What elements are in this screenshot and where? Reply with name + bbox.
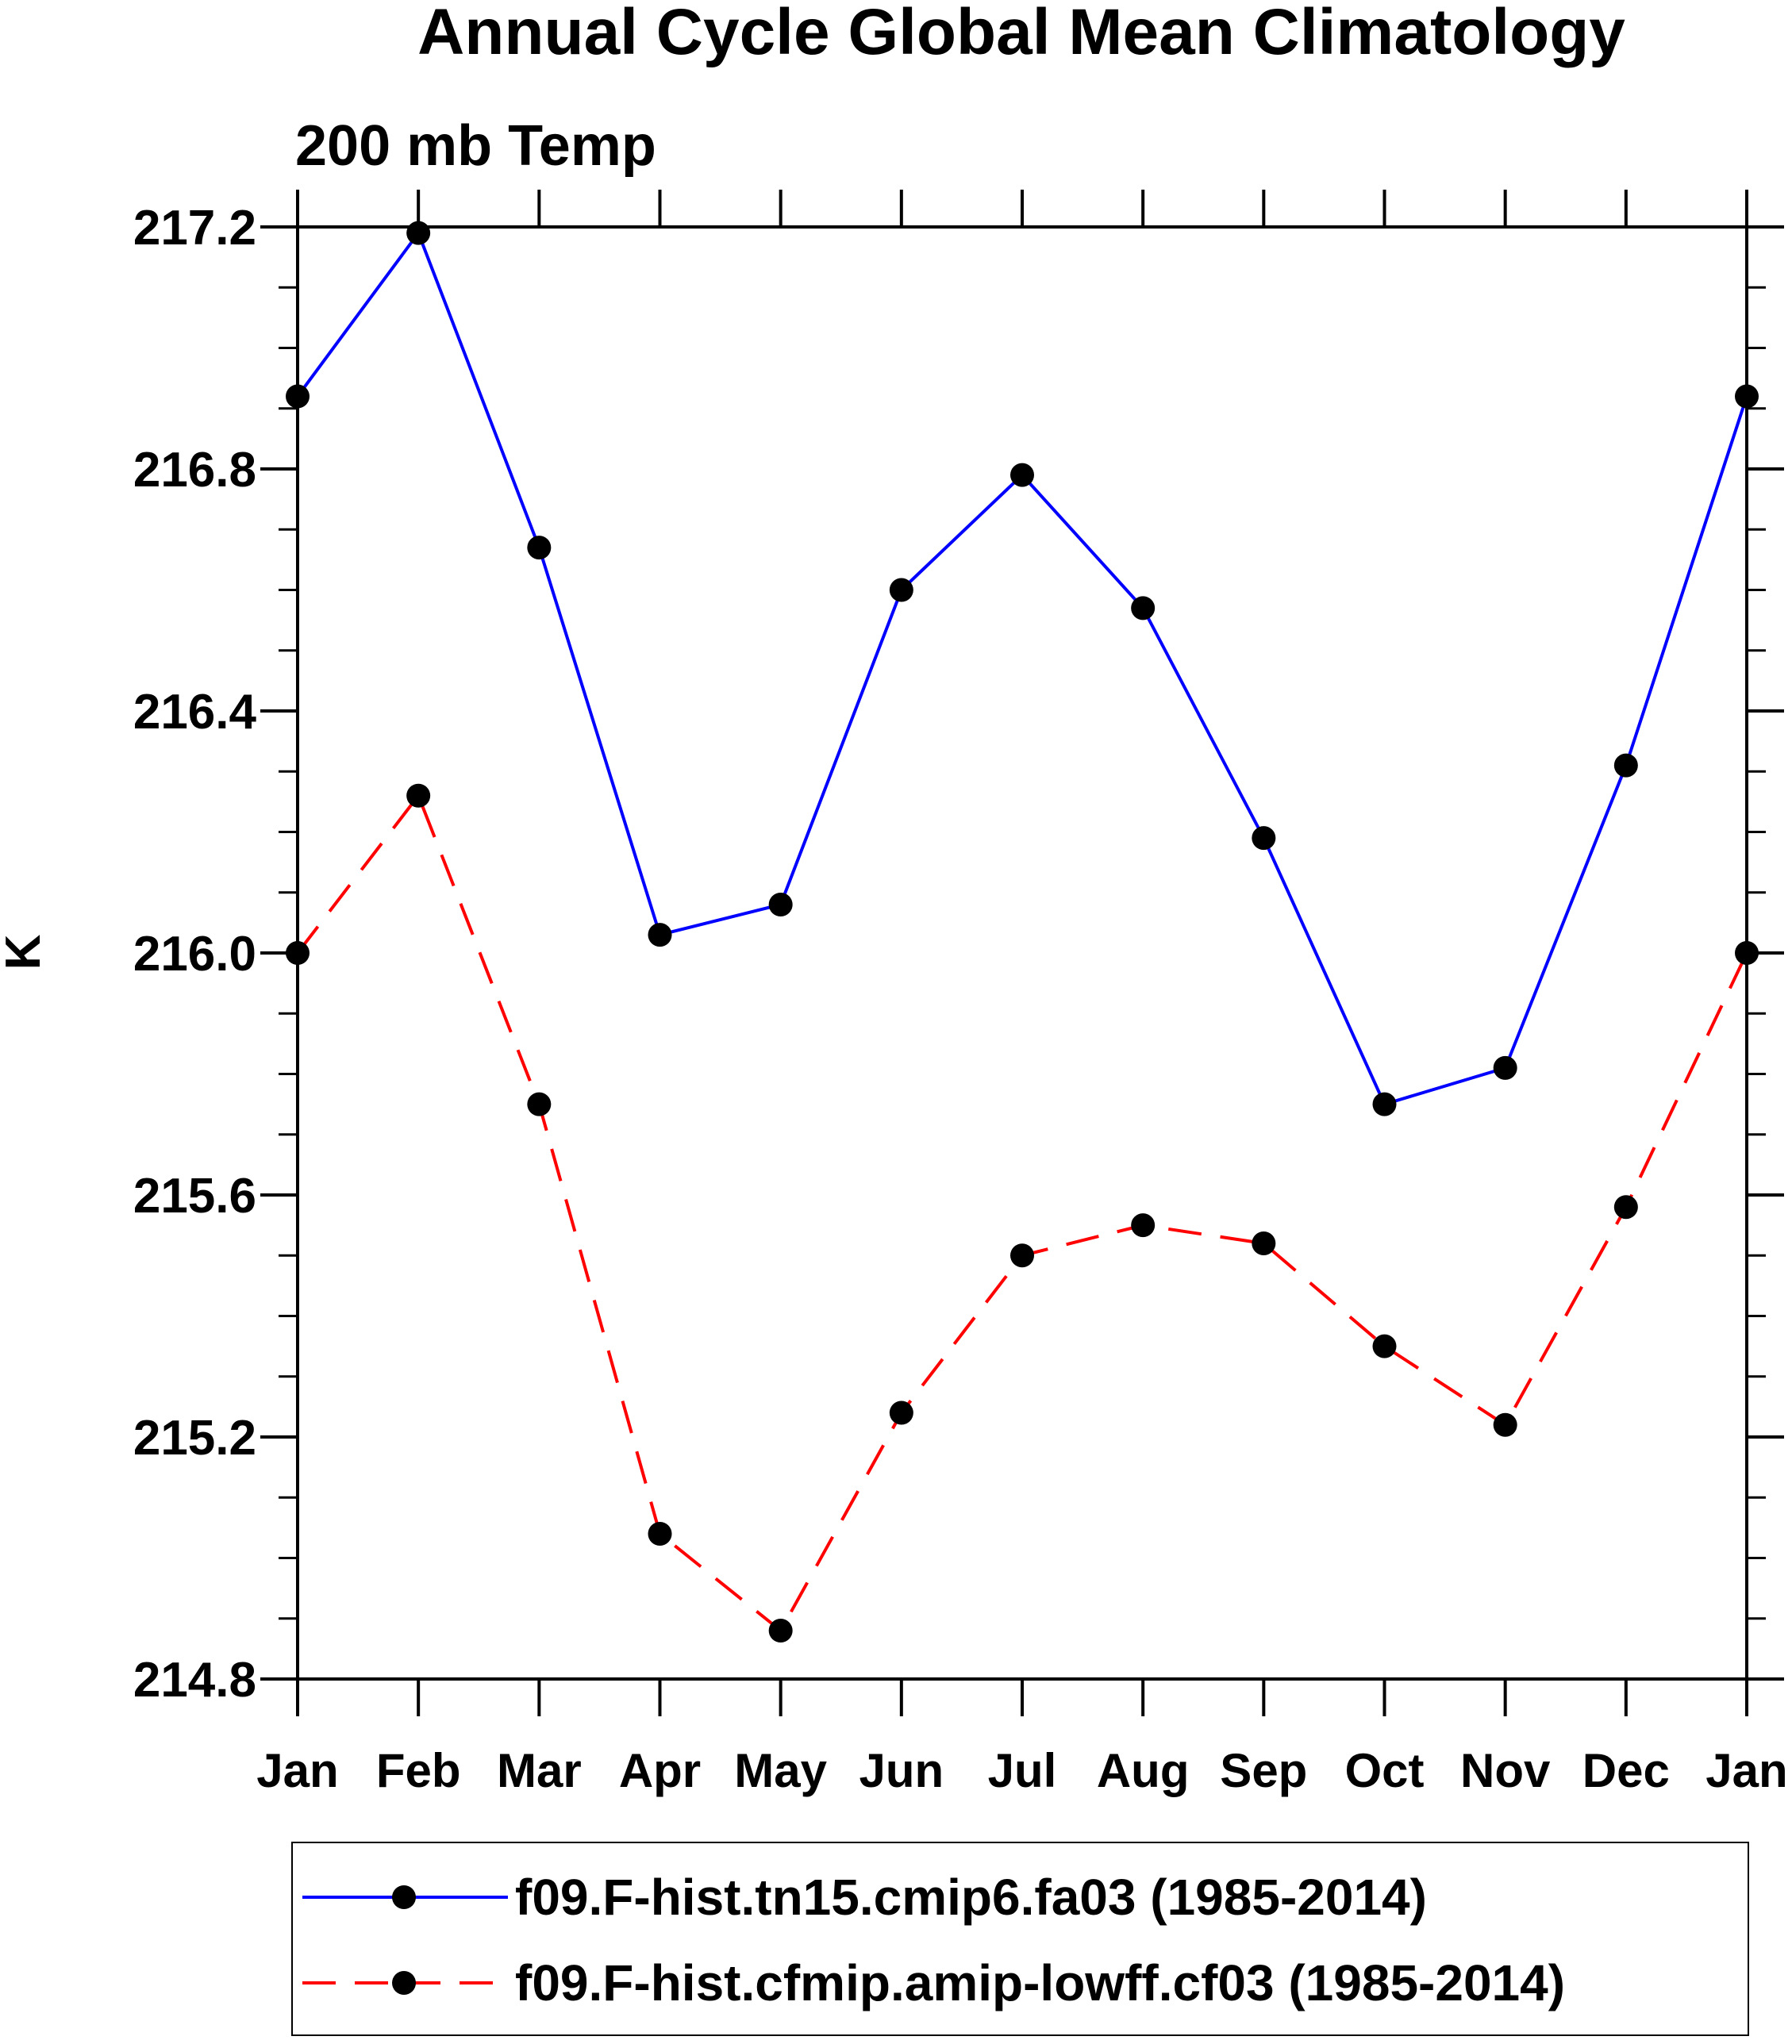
x-tick-label: Feb: [376, 1744, 461, 1797]
y-tick-label: 214.8: [133, 1653, 256, 1708]
y-tick-label: 216.8: [133, 443, 256, 498]
x-tick-label: Jan: [1705, 1744, 1787, 1797]
data-point: [889, 1400, 913, 1425]
x-tick-label: Aug: [1097, 1744, 1190, 1797]
data-point: [1735, 384, 1759, 409]
y-tick-label: 216.0: [133, 927, 256, 982]
data-point: [889, 578, 913, 602]
legend-marker: [392, 1971, 416, 1995]
data-point: [648, 1522, 672, 1546]
data-point: [1010, 463, 1034, 487]
data-point: [1252, 1231, 1276, 1255]
legend-marker: [392, 1885, 416, 1909]
y-axis-label: K: [0, 934, 51, 970]
x-tick-label: Sep: [1220, 1744, 1307, 1797]
data-point: [527, 1092, 552, 1116]
legend-label: f09.F-hist.cfmip.amip-lowff.cf03 (1985-2…: [515, 1954, 1565, 2011]
data-point: [1613, 1195, 1638, 1220]
x-tick-label: Jun: [859, 1744, 944, 1797]
data-point: [406, 783, 431, 808]
y-tick-label: 217.2: [133, 201, 256, 256]
data-point: [286, 941, 310, 965]
x-tick-label: Mar: [497, 1744, 582, 1797]
legend-box: [291, 1842, 1749, 2036]
data-point: [527, 536, 552, 560]
y-tick-label: 215.2: [133, 1411, 256, 1466]
data-point: [1735, 941, 1759, 965]
data-point: [1493, 1412, 1517, 1437]
legend-label: f09.F-hist.tn15.cmip6.fa03 (1985-2014): [515, 1869, 1427, 1926]
x-tick-label: May: [734, 1744, 827, 1797]
data-point: [1493, 1055, 1517, 1080]
x-tick-label: Apr: [619, 1744, 701, 1797]
data-point: [406, 221, 431, 245]
data-point: [1131, 1213, 1156, 1238]
data-point: [1372, 1334, 1397, 1358]
series-line-0: [296, 229, 1748, 1107]
data-point: [1613, 753, 1638, 778]
data-point: [1252, 826, 1276, 851]
series-line-1: [296, 792, 1748, 1634]
y-tick-label: 215.6: [133, 1169, 256, 1224]
data-point: [768, 893, 793, 916]
y-tick-label: 216.4: [133, 685, 257, 740]
x-tick-label: Jul: [988, 1744, 1057, 1797]
data-point: [1131, 596, 1156, 620]
data-point: [1372, 1092, 1397, 1116]
data-point: [768, 1619, 793, 1642]
plot-frame: [296, 225, 1748, 1681]
chart-title: Annual Cycle Global Mean Climatology: [417, 0, 1625, 68]
data-point: [1010, 1243, 1034, 1268]
data-point: [286, 384, 310, 409]
data-point: [648, 923, 672, 947]
x-tick-label: Jan: [256, 1744, 338, 1797]
x-tick-label: Oct: [1344, 1744, 1424, 1797]
x-tick-label: Dec: [1582, 1744, 1670, 1797]
x-tick-label: Nov: [1460, 1744, 1551, 1797]
chart-subtitle: 200 mb Temp: [295, 114, 656, 178]
